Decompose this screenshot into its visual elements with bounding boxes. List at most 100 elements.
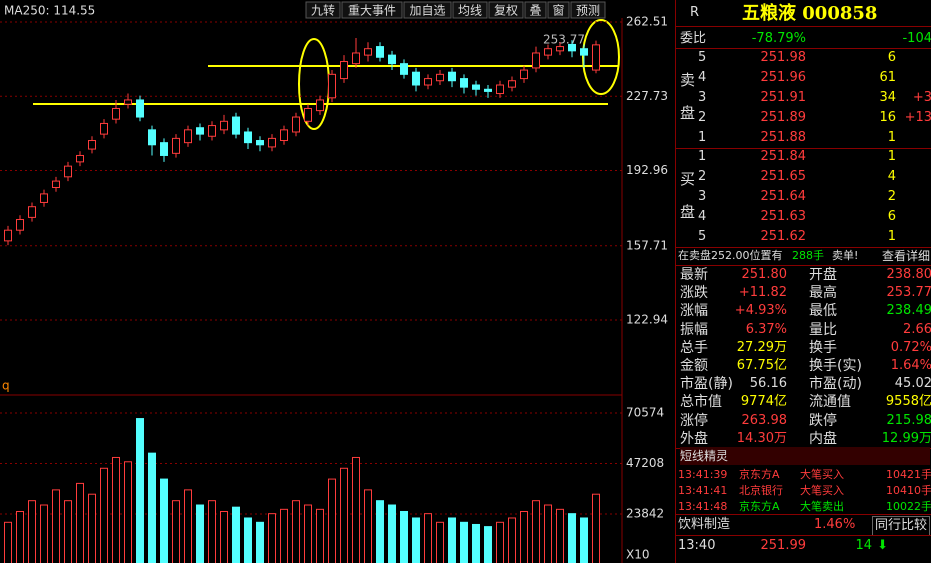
alert-type: 大笔卖出 bbox=[800, 500, 844, 513]
candle-body bbox=[304, 107, 312, 122]
notice: 在卖盘252.00位置有 bbox=[678, 249, 783, 262]
candle-body bbox=[388, 54, 396, 65]
volume-bar bbox=[484, 526, 492, 563]
alert-stock: 京东方A bbox=[739, 468, 780, 481]
volume-bar bbox=[472, 523, 480, 563]
volume-bar bbox=[76, 482, 84, 563]
separator bbox=[676, 247, 931, 248]
toolbar-button-label[interactable]: 复权 bbox=[494, 4, 518, 18]
stat-value: 45.02 bbox=[894, 376, 931, 392]
toolbar-button-label[interactable]: 重大事件 bbox=[348, 4, 396, 18]
separator bbox=[676, 535, 931, 536]
toolbar-button[interactable] bbox=[305, 1, 341, 19]
toolbar-button[interactable] bbox=[403, 1, 452, 19]
candle-body bbox=[184, 129, 192, 144]
volume-bar bbox=[148, 452, 156, 563]
level: 3 bbox=[698, 189, 707, 204]
toolbar-button[interactable] bbox=[524, 1, 547, 19]
candle-body bbox=[76, 154, 84, 163]
candle-body bbox=[292, 116, 300, 133]
volume-bar bbox=[208, 500, 216, 563]
stat-label: 涨停 bbox=[680, 412, 708, 429]
toolbar-button-label[interactable]: 预测 bbox=[576, 4, 600, 18]
volume-bar bbox=[532, 500, 540, 563]
candle-body bbox=[208, 125, 216, 137]
volume-bar bbox=[400, 510, 408, 563]
stat-label: 流通值 bbox=[809, 394, 851, 411]
price: 251.88 bbox=[760, 130, 807, 145]
volume-bar bbox=[424, 513, 432, 563]
candle-body bbox=[148, 129, 156, 146]
price: 251.89 bbox=[760, 110, 807, 125]
separator bbox=[676, 148, 931, 149]
candle-body bbox=[472, 84, 480, 90]
separator bbox=[676, 48, 931, 49]
toolbar-button[interactable] bbox=[488, 1, 524, 19]
volume-bar bbox=[304, 504, 312, 563]
chart: MA250: 114.55 253.77 q X10 九转 重大事件 加自选 均线 复权… bbox=[0, 0, 668, 563]
candle-body bbox=[364, 48, 372, 56]
toolbar-button[interactable] bbox=[452, 1, 488, 19]
candle-body bbox=[400, 63, 408, 75]
volume-bar bbox=[184, 489, 192, 563]
sector-name: 饮料制造 bbox=[678, 517, 731, 532]
volume: 61 bbox=[879, 70, 896, 85]
price: 251.65 bbox=[760, 169, 807, 184]
volume-bar bbox=[448, 517, 456, 563]
volume: 1 bbox=[887, 130, 896, 145]
side-label: 买 bbox=[680, 170, 696, 188]
candle-body bbox=[436, 73, 444, 82]
ma-label: MA250: 114.55 bbox=[4, 4, 95, 18]
toolbar-button-label[interactable]: 九转 bbox=[311, 3, 335, 18]
detail-link[interactable]: 查看详细 bbox=[881, 249, 930, 263]
compare-button[interactable]: 同行比较 bbox=[871, 516, 930, 536]
volume-bar bbox=[580, 517, 588, 563]
stat-value: 238.49 bbox=[886, 303, 931, 319]
toolbar-button-label[interactable]: 均线 bbox=[458, 4, 482, 18]
volume: 34 bbox=[879, 90, 896, 105]
price: 251.63 bbox=[760, 209, 807, 224]
volume: 16 bbox=[879, 110, 896, 125]
volume-bar bbox=[352, 456, 360, 563]
level: 2 bbox=[698, 169, 707, 184]
candle-body bbox=[100, 122, 108, 135]
stat-label: 金额 bbox=[680, 358, 708, 374]
stat-value: +4.93% bbox=[734, 303, 787, 319]
candle-body bbox=[28, 206, 36, 218]
y-tick-label: 262.51 bbox=[626, 15, 668, 29]
stock-title: 五粮液 000858 bbox=[742, 3, 878, 24]
volume: 2 bbox=[887, 189, 896, 204]
candle-body bbox=[160, 142, 168, 156]
candle-body bbox=[532, 52, 540, 69]
alert-stock: 京东方A bbox=[739, 500, 780, 513]
candle-body bbox=[352, 52, 360, 65]
side-label: 卖 bbox=[680, 71, 696, 89]
level: 2 bbox=[698, 110, 707, 125]
level: 1 bbox=[698, 130, 707, 145]
candle-body bbox=[88, 140, 96, 150]
candle-body bbox=[544, 48, 552, 56]
toolbar-button[interactable] bbox=[341, 1, 403, 19]
level: 4 bbox=[698, 70, 707, 85]
stat-label: 振幅 bbox=[680, 321, 708, 338]
volume-bar bbox=[292, 500, 300, 563]
candle-body bbox=[340, 61, 348, 80]
stat-value: 12.99万 bbox=[881, 430, 931, 446]
level: 3 bbox=[698, 90, 707, 105]
alert-time: 13:41:41 bbox=[678, 484, 728, 497]
y-tick-label: 122.94 bbox=[626, 313, 668, 327]
toolbar-button-label[interactable]: 叠 bbox=[529, 4, 541, 18]
toolbar-button[interactable] bbox=[570, 1, 606, 19]
candle-body bbox=[280, 129, 288, 142]
toolbar-button-label[interactable]: 窗 bbox=[552, 4, 564, 18]
stat-value: 14.30万 bbox=[736, 430, 787, 446]
stat-label: 换手 bbox=[809, 339, 837, 356]
candle-body bbox=[376, 46, 384, 58]
toolbar-button[interactable] bbox=[547, 1, 570, 19]
toolbar-button-label[interactable]: 加自选 bbox=[409, 4, 445, 18]
side-label: 盘 bbox=[680, 104, 696, 122]
volume-bar bbox=[100, 467, 108, 563]
stat-value: 263.98 bbox=[741, 412, 788, 428]
